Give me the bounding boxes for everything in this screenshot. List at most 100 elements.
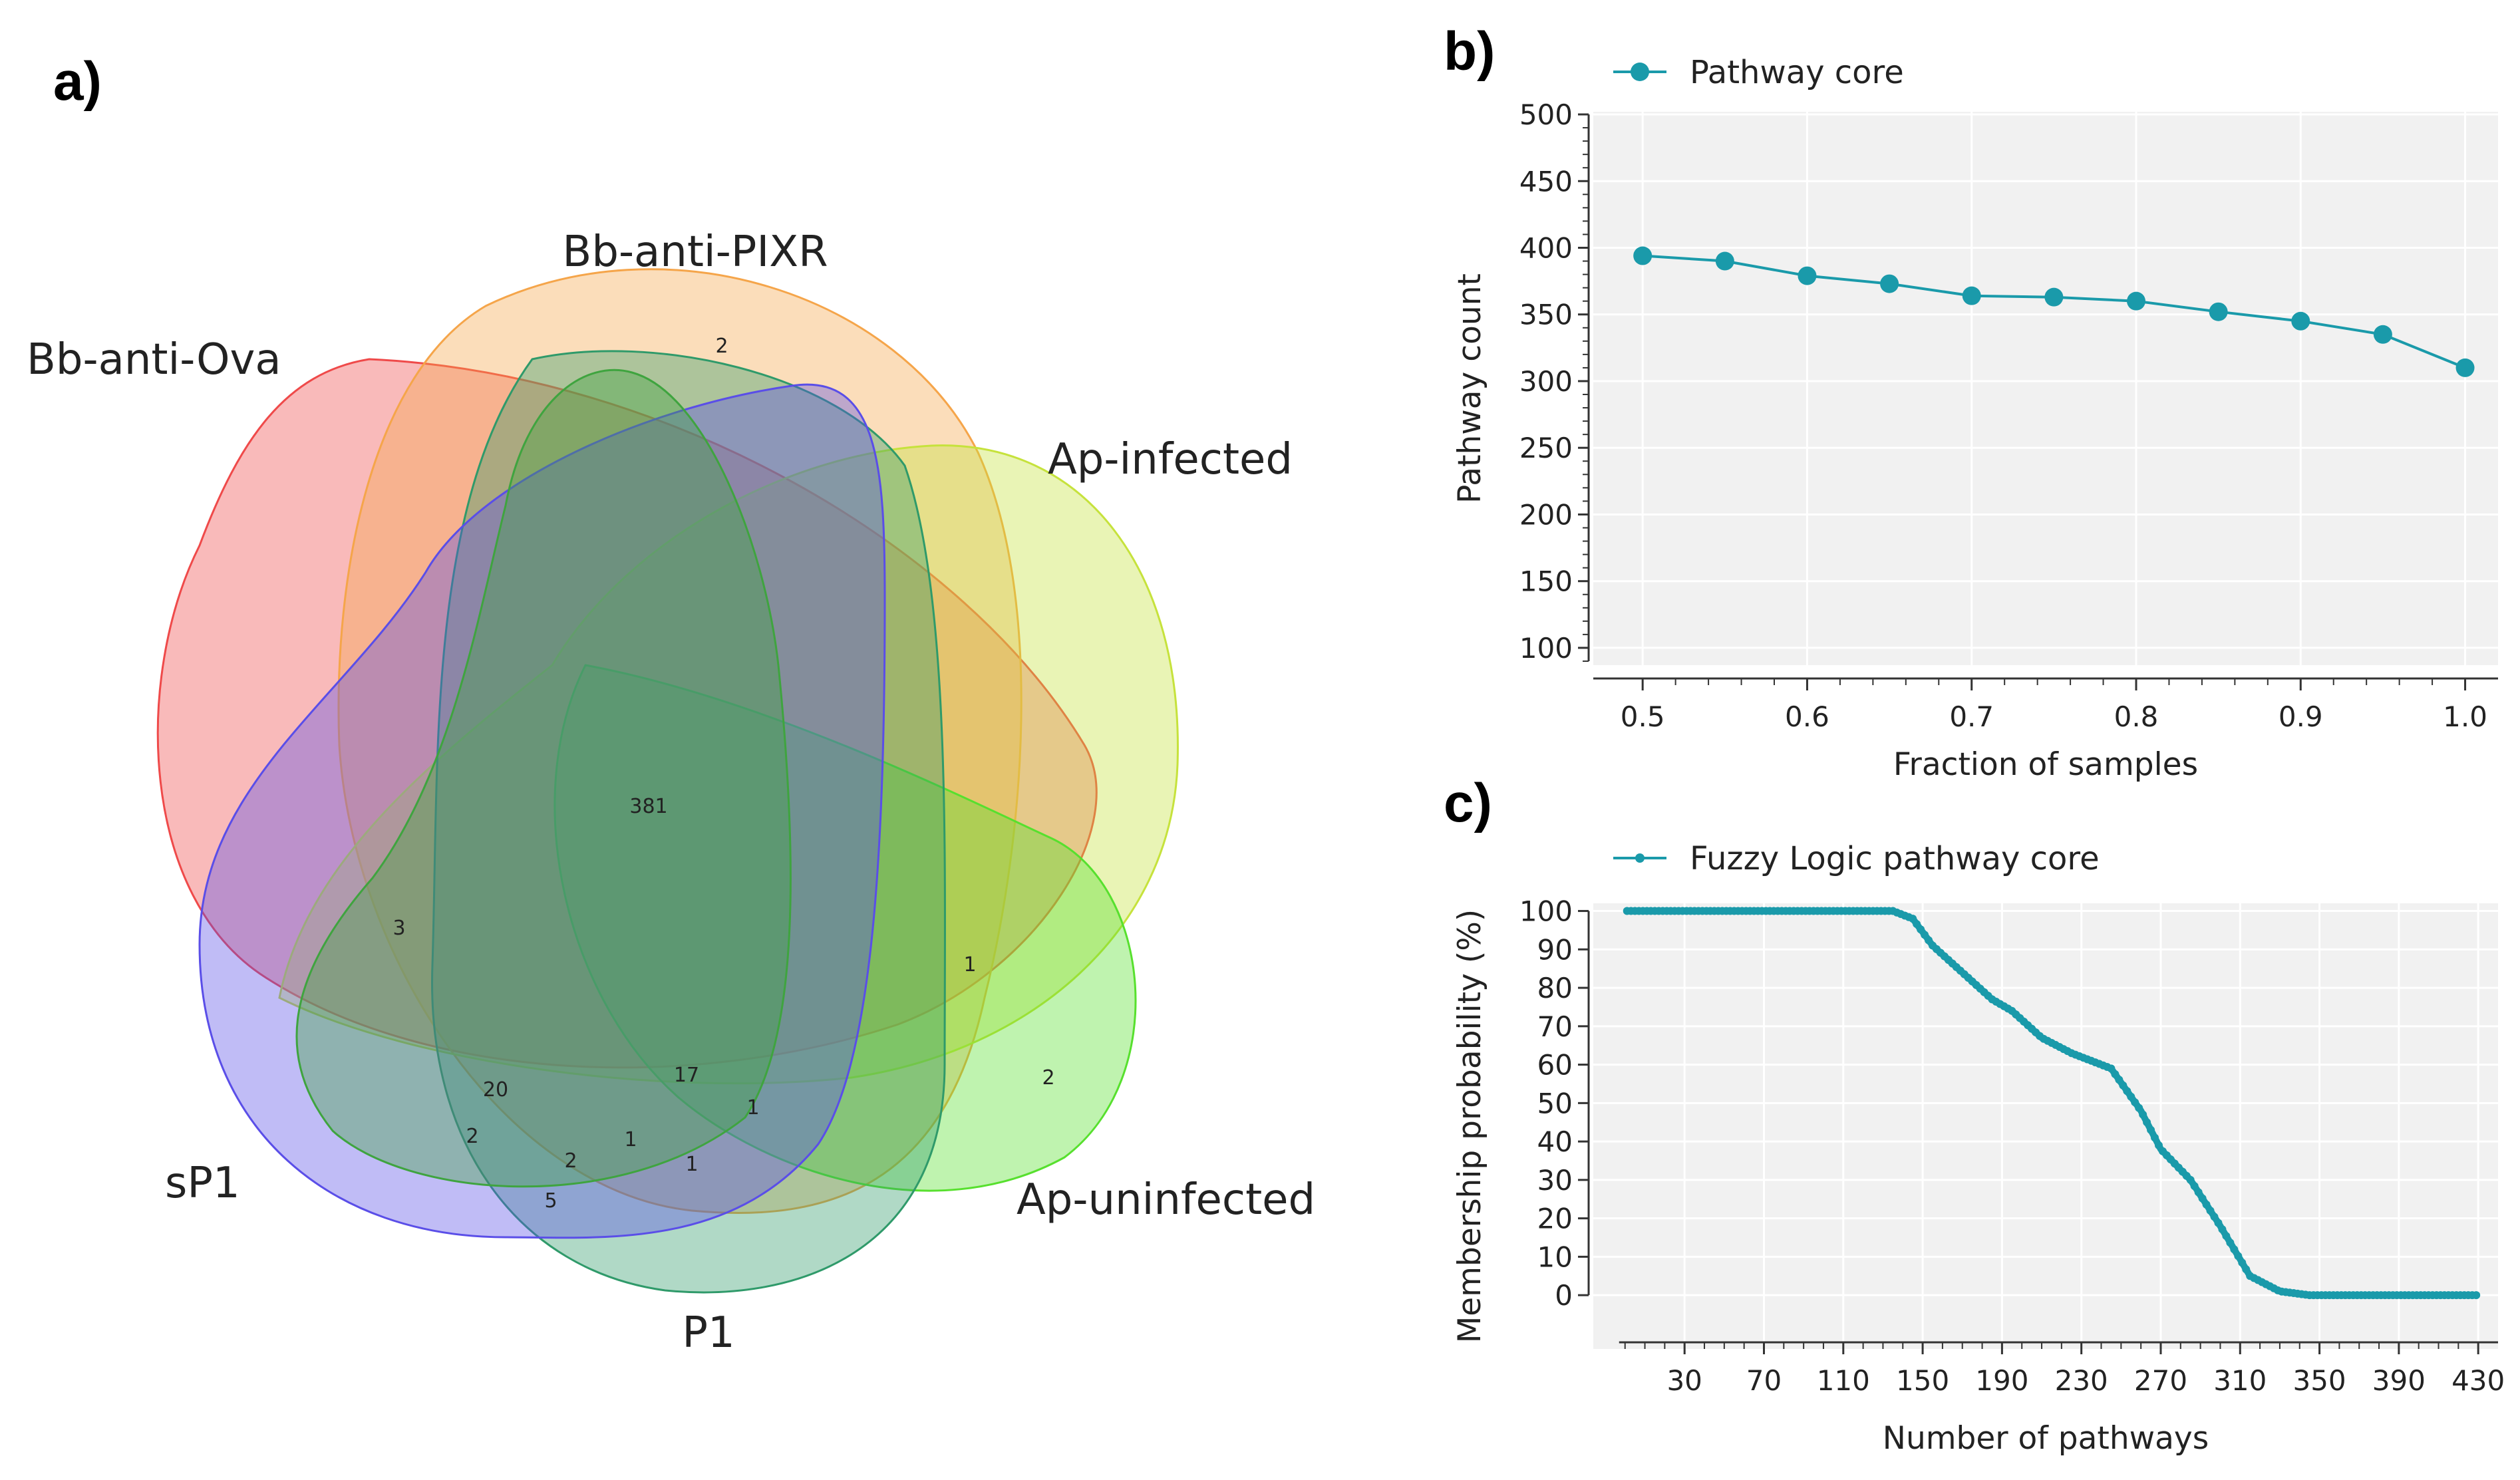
venn-label-bb-anti-pixr: Bb-anti-PIXR	[562, 227, 828, 277]
y-tick-label: 60	[1537, 1049, 1573, 1082]
data-point	[2135, 1104, 2143, 1112]
venn-set-bb-anti-pixr	[337, 268, 1023, 1215]
x-tick-label: 350	[2292, 1364, 2346, 1397]
venn-count: 381	[629, 795, 667, 818]
x-tick-label: 30	[1666, 1364, 1702, 1397]
data-point	[2198, 1194, 2207, 1203]
venn-count: 1	[746, 1096, 759, 1119]
venn-count: 5	[544, 1189, 557, 1213]
venn-count: 2	[715, 335, 728, 358]
x-tick-label: 230	[2055, 1364, 2108, 1397]
data-point	[1715, 251, 1734, 271]
data-point	[2194, 1188, 2203, 1197]
data-point	[2218, 1225, 2227, 1234]
data-point	[2123, 1087, 2131, 1096]
data-point	[2107, 1064, 2116, 1073]
data-point	[2242, 1265, 2251, 1274]
venn-count: 17	[674, 1064, 699, 1087]
data-point	[2373, 325, 2392, 344]
y-tick-label: 80	[1537, 972, 1573, 1004]
x-tick-label: 310	[2213, 1364, 2267, 1397]
x-tick-label: 110	[1817, 1364, 1870, 1397]
panel-b-label: b)	[1444, 21, 1495, 82]
venn-count: 2	[564, 1149, 577, 1173]
data-point	[1798, 266, 1817, 285]
x-tick-label: 0.5	[1621, 700, 1665, 733]
y-tick-label: 70	[1537, 1010, 1573, 1043]
x-tick-label: 0.6	[1785, 700, 1829, 733]
data-point	[2127, 1092, 2135, 1101]
data-point	[2206, 1207, 2215, 1215]
data-point	[2044, 287, 2064, 307]
y-tick-label: 40	[1537, 1125, 1573, 1158]
y-tick-label: 450	[1519, 165, 1573, 198]
legend-label: Pathway core	[1690, 54, 1904, 91]
y-tick-label: 200	[1519, 498, 1573, 531]
venn-label-p1: P1	[682, 1308, 734, 1358]
data-point	[2155, 1141, 2163, 1149]
data-point	[2186, 1175, 2195, 1184]
panel-a-label: a)	[53, 51, 102, 112]
x-tick-label: 270	[2134, 1364, 2187, 1397]
y-tick-label: 30	[1537, 1164, 1573, 1197]
legend-label: Fuzzy Logic pathway core	[1690, 840, 2100, 877]
y-tick-label: 350	[1519, 299, 1573, 331]
data-point	[2226, 1239, 2235, 1247]
venn-set-sp1	[198, 383, 886, 1239]
data-point	[2139, 1110, 2147, 1119]
venn-set-p1	[431, 350, 946, 1294]
y-tick-label: 10	[1537, 1241, 1573, 1273]
venn-count: 20	[483, 1078, 508, 1102]
venn-label-ap-infected: Ap-infected	[1048, 435, 1293, 484]
data-point	[2291, 311, 2310, 331]
x-tick-label: 0.9	[2279, 700, 2323, 733]
venn-set-bb-anti-ova	[156, 358, 1098, 1069]
plot-background	[1593, 903, 2498, 1349]
data-point	[2111, 1070, 2120, 1078]
legend-marker	[1635, 853, 1645, 863]
data-point	[2210, 1213, 2219, 1221]
y-tick-label: 0	[1555, 1279, 1573, 1312]
y-tick-label: 300	[1519, 365, 1573, 398]
venn-count: 3	[393, 917, 405, 940]
y-axis-title: Pathway count	[1452, 273, 1488, 504]
y-tick-label: 20	[1537, 1203, 1573, 1235]
venn-region-counts: 2 381 3 1 2 20 17 1 2 2 1 1 5	[393, 335, 1054, 1213]
x-axis-title: Fraction of samples	[1893, 746, 2198, 783]
venn-count: 1	[624, 1128, 637, 1151]
plot-background	[1593, 112, 2498, 665]
x-tick-label: 70	[1746, 1364, 1782, 1397]
data-point	[2127, 291, 2145, 311]
venn-set-green-lobe	[295, 369, 792, 1188]
x-tick-label: 0.7	[1949, 700, 1994, 733]
panel-c-label: c)	[1444, 773, 1492, 833]
data-point	[2202, 1200, 2211, 1209]
data-point	[2119, 1081, 2127, 1090]
data-point	[2455, 358, 2475, 377]
y-tick-label: 100	[1519, 632, 1573, 665]
data-point	[2238, 1258, 2247, 1267]
data-point	[1633, 246, 1653, 265]
venn-count: 1	[685, 1153, 698, 1176]
venn-diagram	[156, 268, 1179, 1294]
y-tick-label: 100	[1519, 895, 1573, 928]
data-point	[2209, 302, 2228, 321]
legend-marker	[1631, 63, 1649, 81]
venn-label-bb-anti-ova: Bb-anti-Ova	[27, 335, 281, 384]
venn-count: 1	[963, 953, 976, 976]
data-point	[2147, 1125, 2155, 1134]
venn-label-ap-uninfected: Ap-uninfected	[1017, 1175, 1315, 1225]
venn-count: 2	[466, 1125, 478, 1148]
y-tick-label: 50	[1537, 1087, 1573, 1119]
data-point	[2151, 1133, 2159, 1142]
venn-count: 2	[1042, 1066, 1054, 1090]
y-tick-label: 500	[1519, 98, 1573, 131]
venn-set-ap-uninfected	[553, 664, 1137, 1192]
venn-label-sp1: sP1	[165, 1159, 240, 1208]
venn-set-ap-infected	[278, 444, 1179, 1085]
y-axis-title: Membership probability (%)	[1452, 909, 1488, 1343]
data-point	[1962, 286, 1981, 305]
x-tick-label: 430	[2451, 1364, 2505, 1397]
data-point	[2143, 1118, 2151, 1127]
